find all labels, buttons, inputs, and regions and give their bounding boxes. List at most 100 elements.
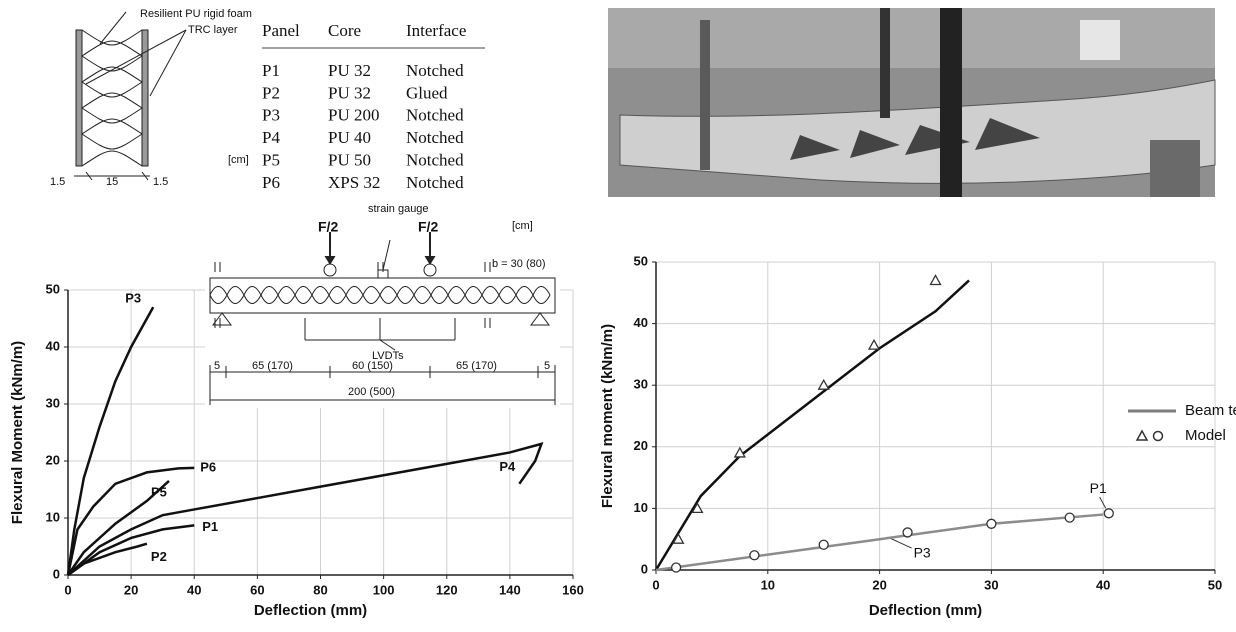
model-marker — [733, 446, 746, 458]
y-tick-label: 0 — [641, 561, 648, 576]
y-tick-label: 10 — [634, 500, 648, 515]
model-marker — [867, 338, 881, 350]
x-tick-label: 0 — [64, 582, 71, 597]
series-line — [655, 513, 1104, 572]
table-cell: PU 40 — [328, 128, 371, 147]
label-leader — [887, 536, 912, 549]
load-label: F/2 — [418, 219, 438, 235]
model-marker — [986, 518, 997, 529]
model-marker — [902, 527, 913, 538]
x-tick-label: 30 — [984, 577, 998, 592]
y-tick-label: 20 — [46, 452, 60, 467]
series-line — [67, 524, 195, 577]
width-label: b = 30 (80) — [492, 258, 546, 270]
series-line — [66, 480, 170, 576]
y-tick-label: 40 — [46, 338, 60, 353]
series-line — [66, 306, 155, 576]
dim-label: 15 — [106, 176, 118, 188]
table-cell: P6 — [262, 173, 280, 192]
model-marker — [1103, 508, 1114, 519]
setup-unit: [cm] — [512, 220, 533, 232]
model-marker — [817, 378, 830, 390]
table-cell: Notched — [406, 106, 464, 125]
dim-label: 5 — [214, 360, 220, 372]
x-tick-label: 10 — [761, 577, 775, 592]
y-tick-label: 10 — [46, 509, 60, 524]
series-line — [654, 279, 970, 571]
test-setup — [205, 232, 560, 408]
model-marker — [1064, 512, 1075, 523]
table-cell: P2 — [262, 83, 280, 102]
panel-section — [74, 11, 187, 181]
dim-label: 65 (170) — [252, 360, 293, 372]
test-photo — [608, 8, 1216, 197]
x-tick-label: 50 — [1208, 577, 1222, 592]
series-label: P6 — [200, 459, 216, 474]
series-line — [67, 442, 544, 576]
x-tick-label: 100 — [373, 582, 395, 597]
series-line — [66, 466, 195, 576]
x-tick-label: 20 — [872, 577, 886, 592]
y-tick-label: 50 — [46, 281, 60, 296]
foam-label: Resilient PU rigid foam — [140, 8, 252, 20]
table-cell: PU 50 — [328, 151, 371, 170]
legend-swatch — [1135, 429, 1149, 441]
x-tick-label: 0 — [652, 577, 659, 592]
table-cell: Glued — [406, 83, 448, 102]
model-marker — [691, 502, 704, 514]
y-tick-label: 0 — [53, 566, 60, 581]
dim-label: 1.5 — [153, 176, 168, 188]
y-axis-title: Flexural moment (kNm/m) — [599, 324, 616, 508]
table-header: Core — [328, 21, 361, 40]
y-tick-label: 30 — [634, 377, 648, 392]
series-label: P5 — [151, 484, 167, 499]
table-cell: Notched — [406, 61, 464, 80]
series-line — [67, 542, 148, 577]
x-tick-label: 140 — [499, 582, 521, 597]
table-header: Panel — [262, 21, 300, 40]
table-cell: PU 32 — [328, 83, 371, 102]
series-label: P1 — [1090, 480, 1107, 496]
panel-table: Panel Core Interface P1 PU 32 Notched P2 PU 32 G… — [262, 21, 485, 192]
section-unit: [cm] — [228, 154, 249, 166]
strain-gauge-label: strain gauge — [368, 203, 429, 215]
legend-swatch — [1152, 430, 1164, 442]
y-tick-label: 20 — [634, 438, 648, 453]
model-marker — [749, 550, 760, 561]
x-tick-label: 20 — [124, 582, 138, 597]
table-cell: P3 — [262, 106, 280, 125]
layer-label: TRC layer — [188, 24, 238, 36]
model-marker — [672, 532, 685, 544]
table-cell: P5 — [262, 151, 280, 170]
legend-label: Beam test — [1185, 402, 1236, 419]
dim-label: 65 (170) — [456, 360, 497, 372]
table-cell: P1 — [262, 61, 280, 80]
series-label: P1 — [202, 519, 218, 534]
table-cell: Notched — [406, 128, 464, 147]
x-tick-label: 60 — [250, 582, 264, 597]
y-tick-label: 50 — [634, 253, 648, 268]
dim-label: 1.5 — [50, 176, 65, 188]
y-tick-label: 30 — [46, 395, 60, 410]
lvdt-label: LVDTs — [372, 350, 404, 362]
legend-label: Model — [1185, 427, 1226, 444]
x-axis-title: Deflection (mm) — [254, 602, 367, 619]
model-marker — [670, 562, 682, 573]
table-cell: PU 200 — [328, 106, 379, 125]
dim-label: 5 — [544, 360, 550, 372]
x-tick-label: 40 — [187, 582, 201, 597]
x-tick-label: 40 — [1096, 577, 1110, 592]
right-chart: 0 10 20 30 40 50 0 10 20 30 40 50 Deflection (mm) Fle… — [599, 253, 1236, 619]
table-cell: Notched — [406, 151, 464, 170]
series-label: P4 — [499, 459, 516, 474]
series-label: P3 — [125, 291, 141, 306]
x-tick-label: 160 — [562, 582, 584, 597]
total-label: 200 (500) — [348, 386, 395, 398]
series-label: P3 — [914, 545, 931, 561]
table-cell: PU 32 — [328, 61, 371, 80]
table-cell: XPS 32 — [328, 173, 380, 192]
label-leader — [1099, 496, 1107, 509]
y-axis-title: Flexural Moment (kNm/m) — [9, 341, 26, 524]
dim-label: 60 (150) — [352, 360, 393, 372]
